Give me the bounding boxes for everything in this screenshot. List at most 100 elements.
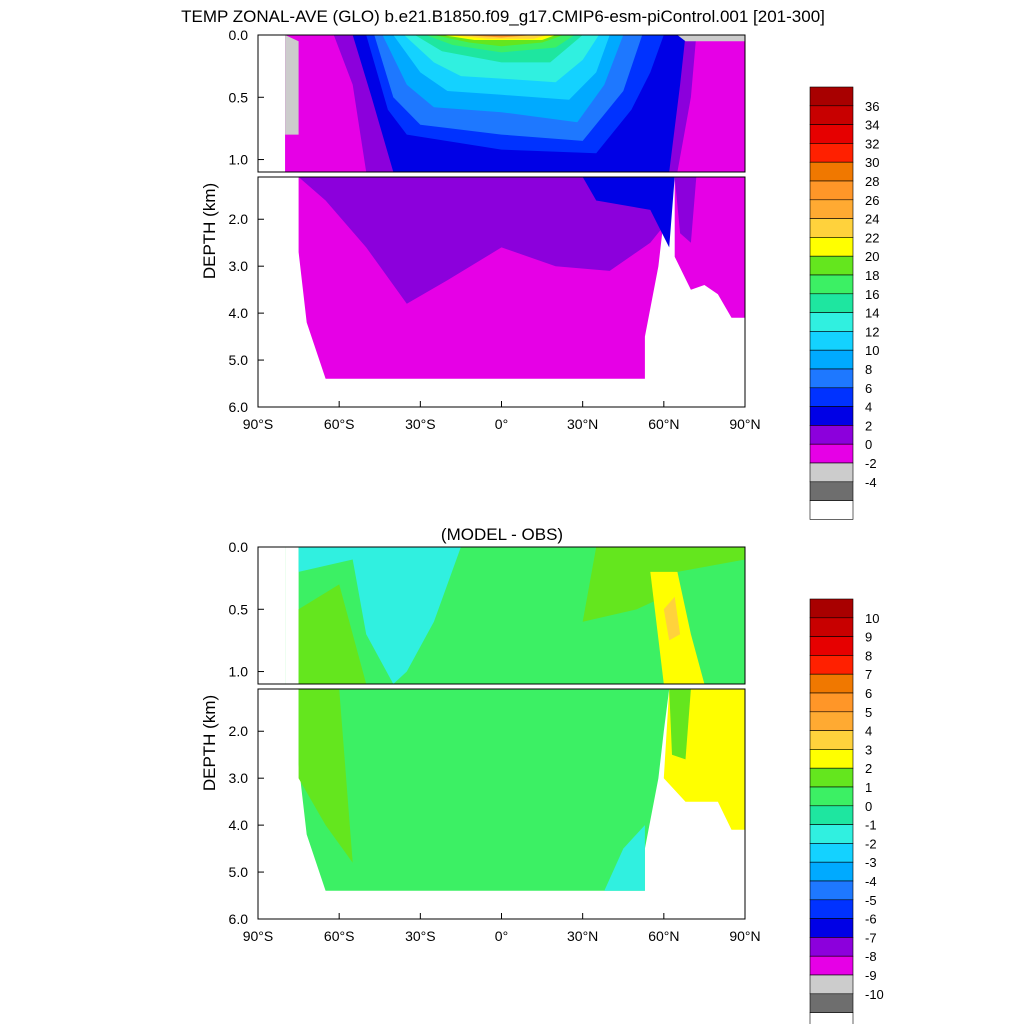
colorbar-label: 0 — [865, 799, 872, 814]
colorbar-label: 4 — [865, 400, 872, 415]
x-tick-label: 60°S — [324, 928, 355, 944]
colorbar-swatch — [809, 843, 854, 863]
colorbar-swatch — [809, 993, 854, 1013]
colorbar-swatch — [809, 673, 854, 694]
colorbar-label: 32 — [865, 136, 879, 151]
colorbar-label: 28 — [865, 174, 879, 189]
y-axis-label: DEPTH (km) — [200, 695, 219, 791]
x-tick-label: 90°N — [729, 416, 760, 432]
colorbar-swatch — [809, 124, 854, 144]
colorbar-label: 9 — [865, 630, 872, 645]
y-tick-label: 0.5 — [229, 89, 249, 105]
colorbar-swatch — [809, 180, 854, 201]
colorbar-swatch — [809, 481, 854, 501]
colorbar-swatch — [809, 462, 854, 483]
colorbar-label: 1 — [865, 780, 872, 795]
x-tick-label: 90°S — [243, 416, 274, 432]
colorbar-swatch — [809, 500, 854, 520]
contour-band — [285, 547, 299, 684]
colorbar-swatch — [809, 636, 854, 656]
lower-section — [298, 689, 745, 891]
colorbar-swatch — [809, 918, 854, 938]
lower-section — [298, 177, 745, 379]
colorbar-label: -1 — [865, 818, 877, 833]
contour-band — [582, 177, 675, 248]
chart-panel-1: TEMP ZONAL-AVE (GLO) b.e21.B1850.f09_g17… — [181, 7, 879, 520]
colorbar-swatch — [809, 368, 854, 389]
y-tick-label: 5.0 — [229, 864, 249, 880]
colorbar-swatch — [809, 312, 854, 332]
colorbar-label: -5 — [865, 893, 877, 908]
colorbar-label: -3 — [865, 855, 877, 870]
contour-band — [463, 35, 534, 38]
colorbar-label: 14 — [865, 306, 879, 321]
colorbar-swatch — [809, 237, 854, 257]
colorbar-swatch — [809, 749, 854, 769]
colorbar-label: 36 — [865, 99, 879, 114]
colorbar-label: -6 — [865, 912, 877, 927]
colorbar-swatch — [809, 105, 854, 125]
colorbar-swatch — [809, 937, 854, 957]
x-tick-label: 0° — [495, 928, 508, 944]
colorbar-label: -2 — [865, 836, 877, 851]
y-tick-label: 0.5 — [229, 601, 249, 617]
colorbar-swatch — [809, 824, 854, 844]
y-tick-label: 6.0 — [229, 399, 249, 415]
colorbar-label: -9 — [865, 968, 877, 983]
contour-band — [604, 825, 645, 891]
colorbar-swatch — [809, 598, 854, 619]
colorbar-swatch — [809, 331, 854, 351]
x-tick-label: 60°N — [648, 416, 679, 432]
colorbar-label: 24 — [865, 212, 879, 227]
colorbar-label: 5 — [865, 705, 872, 720]
upper-frame — [257, 546, 746, 685]
y-tick-label: 2.0 — [229, 723, 249, 739]
colorbar-label: 6 — [865, 686, 872, 701]
x-tick-label: 30°S — [405, 416, 436, 432]
colorbar-swatch — [809, 255, 854, 276]
x-tick-label: 30°N — [567, 416, 598, 432]
colorbar-swatch — [809, 143, 854, 163]
chart-panel-2: (MODEL - OBS) 90°S 60°S 30°S 0° 30°N 60°N 90°N 0… — [200, 525, 884, 1024]
colorbar-swatch — [809, 899, 854, 919]
contour-band — [677, 35, 745, 42]
colorbar-swatch — [809, 730, 854, 750]
chart-title: TEMP ZONAL-AVE (GLO) b.e21.B1850.f09_g17… — [181, 7, 825, 26]
x-tick-label: 30°S — [405, 928, 436, 944]
colorbar-swatch — [809, 274, 854, 295]
colorbar-label: -7 — [865, 930, 877, 945]
colorbar-label: 2 — [865, 761, 872, 776]
colorbar-label: 8 — [865, 648, 872, 663]
y-tick-label: 0.0 — [229, 539, 249, 555]
colorbar-label: -2 — [865, 456, 877, 471]
y-tick-label: 2.0 — [229, 211, 249, 227]
contour-band — [298, 689, 670, 891]
colorbar-swatch — [809, 692, 854, 713]
x-tick-label: 0° — [495, 416, 508, 432]
colorbar-label: 18 — [865, 268, 879, 283]
colorbar-label: 20 — [865, 249, 879, 264]
colorbar-swatch — [809, 861, 854, 882]
colorbar-swatch — [809, 387, 854, 407]
colorbar-swatch — [809, 955, 854, 976]
colorbar-label: 7 — [865, 667, 872, 682]
upper-frame — [257, 34, 746, 173]
contour-band — [669, 689, 691, 760]
contour-band — [298, 177, 675, 304]
colorbar-label: 34 — [865, 118, 879, 133]
colorbar-swatch — [809, 406, 854, 426]
colorbar-swatch — [809, 199, 854, 219]
y-tick-label: 1.0 — [229, 152, 249, 168]
y-tick-label: 3.0 — [229, 770, 249, 786]
colorbar-label: 12 — [865, 324, 879, 339]
colorbar-label: 0 — [865, 437, 872, 452]
y-tick-label: 4.0 — [229, 817, 249, 833]
colorbar-swatch — [809, 655, 854, 675]
colorbar-swatch — [809, 161, 854, 182]
colorbar-swatch — [809, 86, 854, 107]
colorbar-label: 30 — [865, 155, 879, 170]
y-tick-label: 1.0 — [229, 664, 249, 680]
